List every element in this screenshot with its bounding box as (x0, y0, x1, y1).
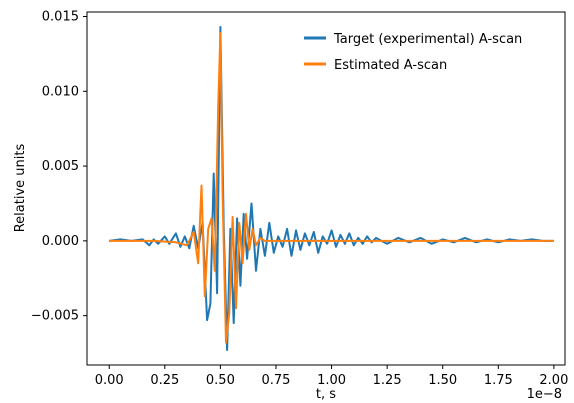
y-tick-label: −0.005 (31, 309, 79, 324)
y-tick-label: 0.005 (42, 159, 79, 174)
legend-label-target: Target (experimental) A-scan (333, 32, 522, 47)
x-tick-label: 1.25 (373, 373, 402, 388)
x-tick-label: 1.00 (317, 373, 346, 388)
x-tick-label: 0.25 (150, 373, 179, 388)
y-axis-label: Relative units (13, 144, 28, 233)
x-tick-label: 1.75 (484, 373, 513, 388)
series-layer (109, 26, 554, 351)
plot-area (86, 11, 566, 366)
x-tick-label: 2.00 (539, 373, 568, 388)
x-tick-label: 0.75 (262, 373, 291, 388)
x-axis-offset-label: 1e−8 (527, 387, 562, 402)
y-tick-label: 0.000 (42, 234, 79, 249)
x-tick-label: 0.00 (95, 373, 124, 388)
x-axis-label: t, s (316, 387, 336, 402)
x-axis-ticks: 0.00 0.25 0.50 0.75 1.00 1.25 1.50 1.75 2.00 (95, 365, 568, 388)
legend: Target (experimental) A-scan Estimated A… (304, 32, 522, 73)
x-tick-label: 1.50 (428, 373, 457, 388)
y-tick-label: 0.015 (42, 9, 79, 24)
series-line-estimated (109, 31, 554, 344)
y-axis-ticks: −0.005 0.000 0.005 0.010 0.015 (31, 9, 87, 324)
series-line-target (109, 26, 554, 351)
legend-label-estimated: Estimated A-scan (334, 58, 447, 73)
x-tick-label: 0.50 (206, 373, 235, 388)
y-tick-label: 0.010 (42, 84, 79, 99)
